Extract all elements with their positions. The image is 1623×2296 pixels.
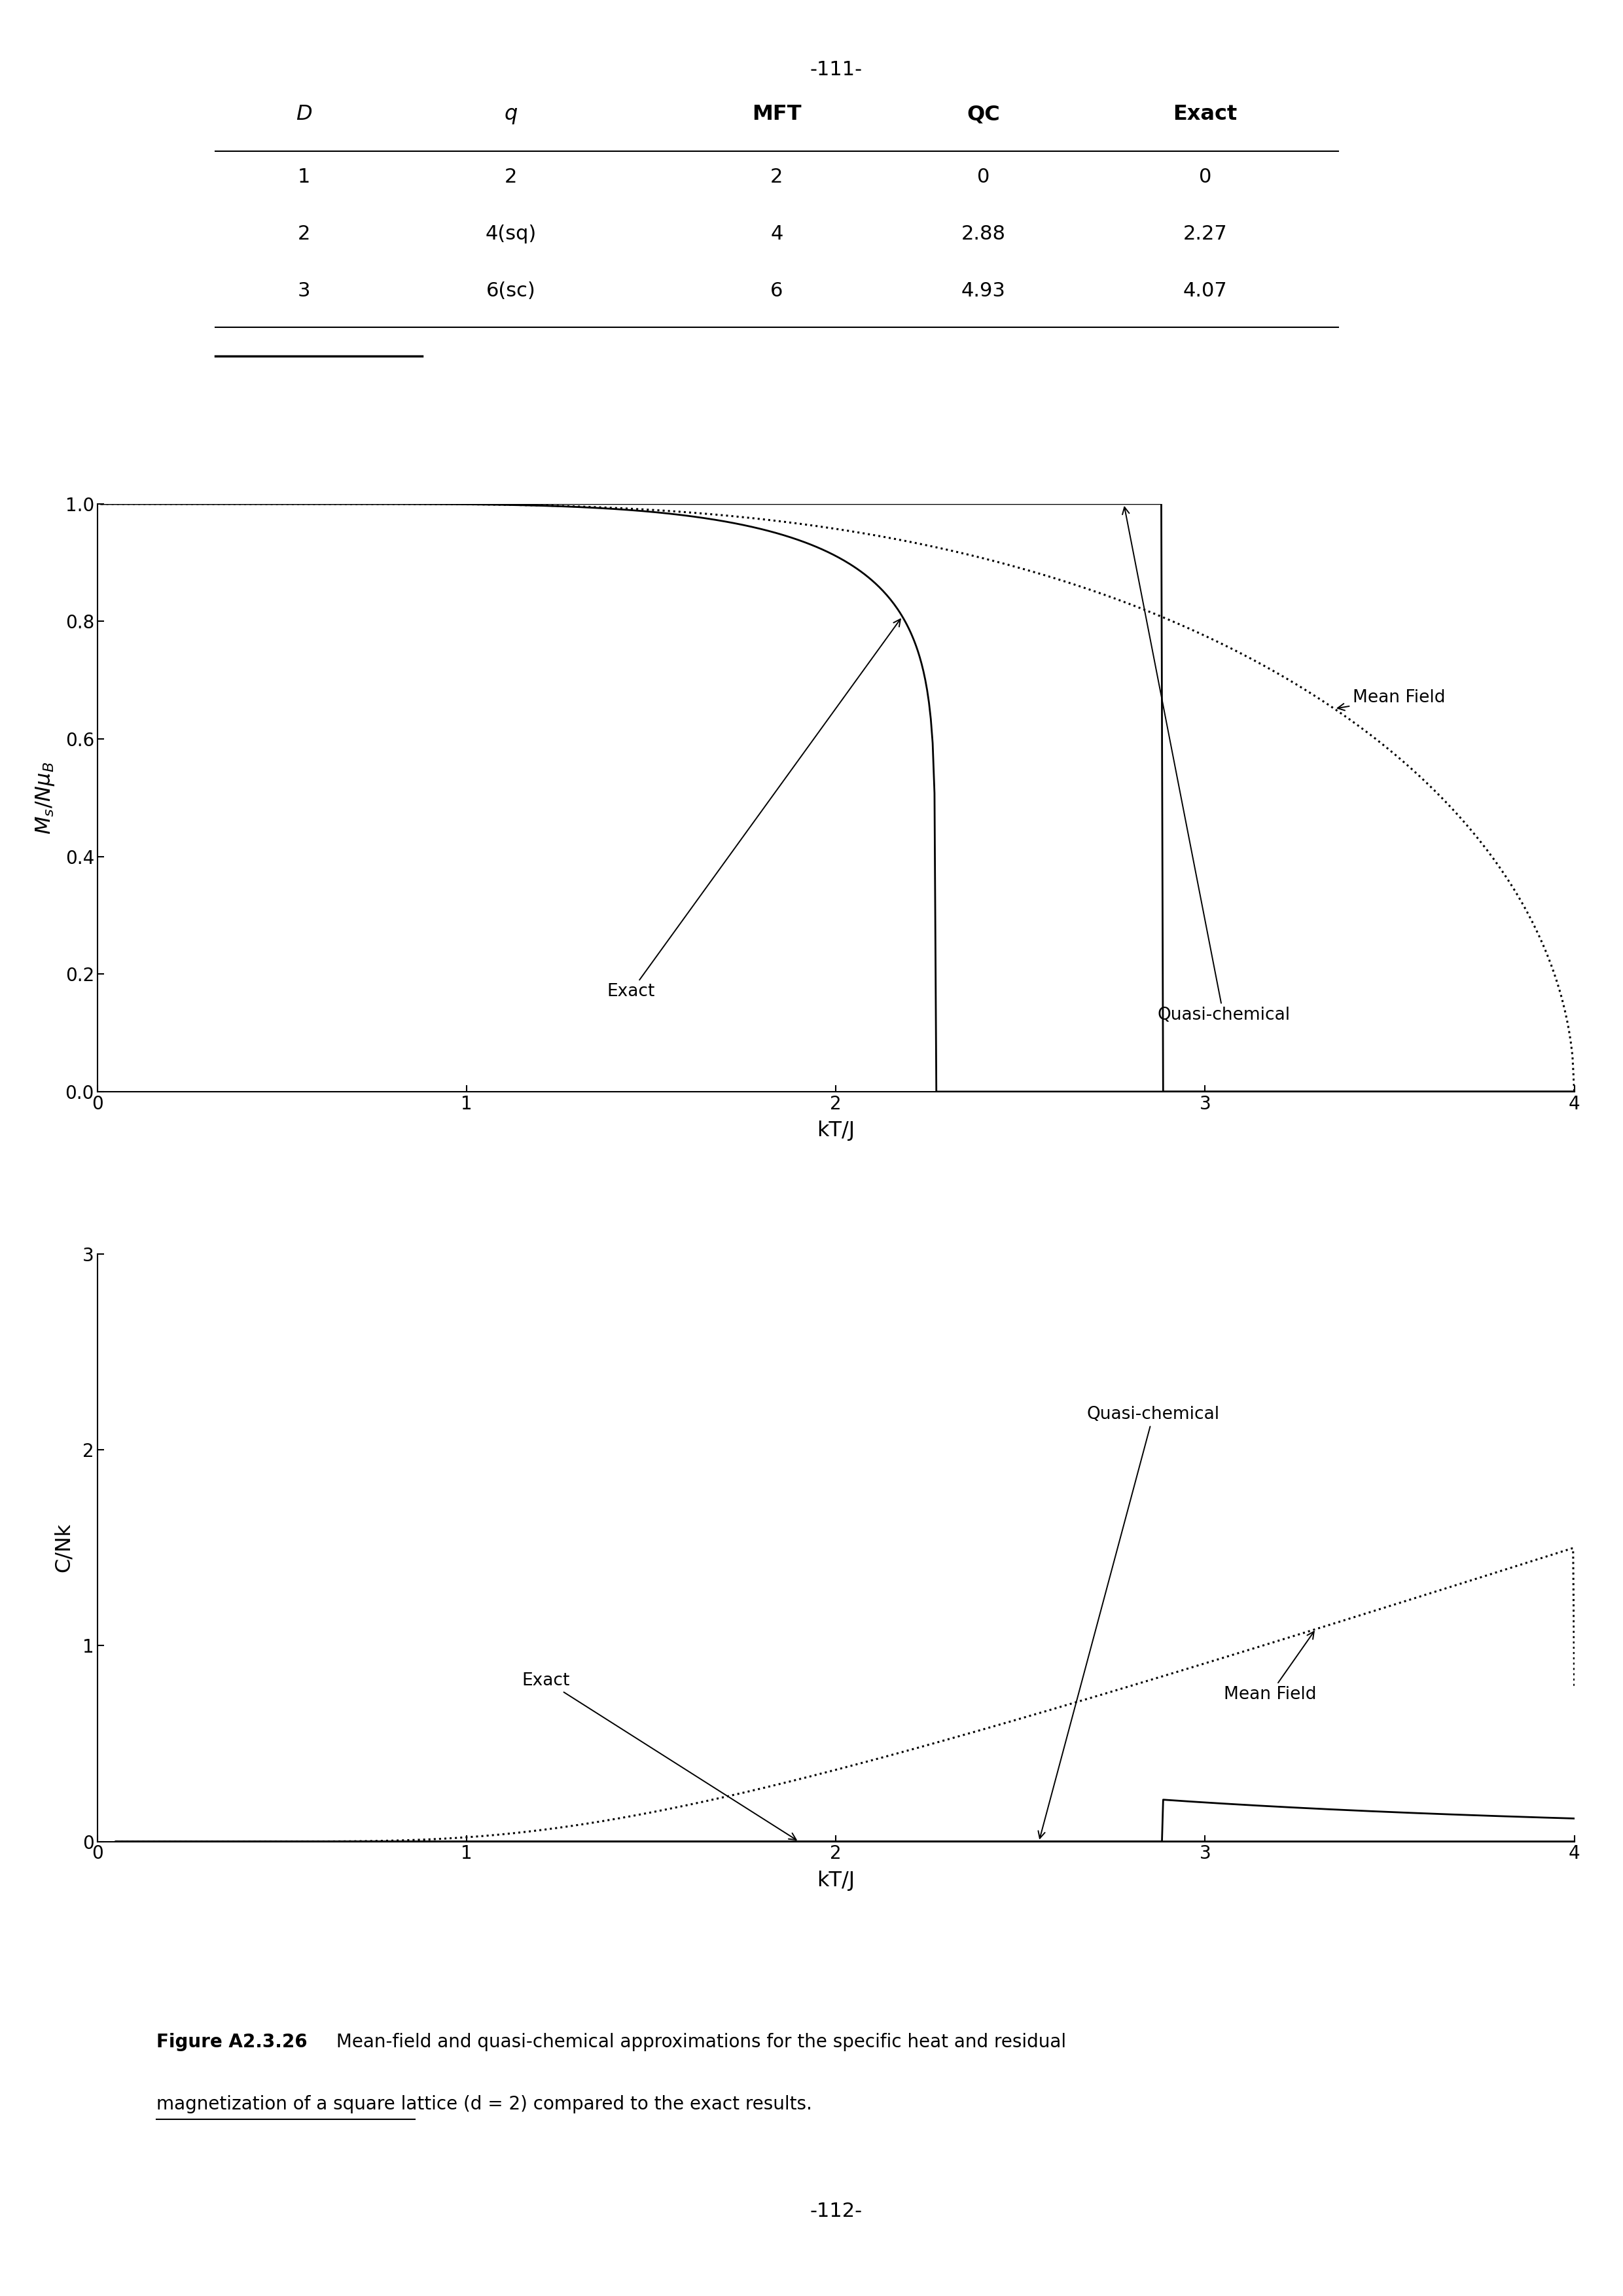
Text: 0: 0	[977, 168, 990, 186]
Text: 3: 3	[297, 280, 310, 301]
Text: 4.07: 4.07	[1183, 280, 1227, 301]
Text: D: D	[295, 103, 312, 124]
Text: 4: 4	[771, 225, 784, 243]
Text: 2: 2	[297, 225, 310, 243]
X-axis label: kT/J: kT/J	[816, 1120, 855, 1141]
Text: 2: 2	[771, 168, 784, 186]
Text: magnetization of a square lattice (d = 2) compared to the exact results.: magnetization of a square lattice (d = 2…	[156, 2094, 812, 2112]
Text: 2: 2	[505, 168, 518, 186]
Text: 0: 0	[1199, 168, 1211, 186]
Text: 1: 1	[297, 168, 310, 186]
Text: QC: QC	[967, 103, 1000, 124]
Text: Exact: Exact	[607, 620, 901, 1001]
Text: 2.27: 2.27	[1183, 225, 1227, 243]
Text: Quasi-chemical: Quasi-chemical	[1123, 507, 1290, 1024]
Text: Mean-field and quasi-chemical approximations for the specific heat and residual: Mean-field and quasi-chemical approximat…	[331, 2034, 1066, 2053]
Text: 6(sc): 6(sc)	[487, 280, 536, 301]
Text: Mean Field: Mean Field	[1337, 689, 1446, 709]
Text: Figure A2.3.26: Figure A2.3.26	[156, 2034, 307, 2053]
Text: Mean Field: Mean Field	[1224, 1632, 1316, 1704]
Text: Exact: Exact	[1173, 103, 1237, 124]
Text: 4(sq): 4(sq)	[485, 225, 537, 243]
Y-axis label: C/Nk: C/Nk	[54, 1522, 73, 1573]
Text: Quasi-chemical: Quasi-chemical	[1039, 1405, 1220, 1839]
X-axis label: kT/J: kT/J	[816, 1871, 855, 1890]
Text: 6: 6	[771, 280, 784, 301]
Text: 4.93: 4.93	[961, 280, 1006, 301]
Text: 2.88: 2.88	[961, 225, 1006, 243]
Text: q: q	[505, 103, 518, 124]
Text: -111-: -111-	[810, 60, 862, 80]
Y-axis label: $M_s/N\mu_B$: $M_s/N\mu_B$	[34, 762, 57, 833]
Text: MFT: MFT	[751, 103, 802, 124]
Text: Exact: Exact	[523, 1671, 797, 1839]
Text: -112-: -112-	[810, 2202, 862, 2220]
